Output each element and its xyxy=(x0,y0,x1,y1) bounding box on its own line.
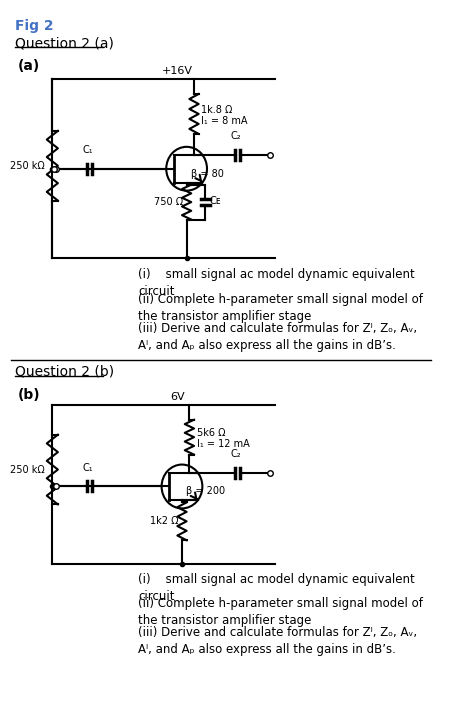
Text: Fig 2: Fig 2 xyxy=(15,19,54,33)
Text: (iii) Derive and calculate formulas for Zᴵ, Zₒ, Aᵥ,
Aᴵ, and Aₚ also express all : (iii) Derive and calculate formulas for … xyxy=(138,322,418,352)
Text: Cᴇ: Cᴇ xyxy=(210,196,221,206)
Text: I₁ = 8 mA: I₁ = 8 mA xyxy=(201,116,248,126)
Text: (i)    small signal ac model dynamic equivalent
circuit: (i) small signal ac model dynamic equiva… xyxy=(138,268,415,298)
Text: (b): (b) xyxy=(18,388,41,402)
Text: 250 kΩ: 250 kΩ xyxy=(10,161,45,171)
Text: 6V: 6V xyxy=(170,392,185,402)
Text: (ii) Complete h-parameter small signal model of
the transistor amplifier stage: (ii) Complete h-parameter small signal m… xyxy=(138,597,423,627)
Text: 1k2 Ω: 1k2 Ω xyxy=(150,516,178,526)
Text: I₁ = 12 mA: I₁ = 12 mA xyxy=(197,439,249,449)
Text: C₂: C₂ xyxy=(230,131,241,141)
Text: C₁: C₁ xyxy=(82,144,93,155)
Text: Question 2 (b): Question 2 (b) xyxy=(15,365,114,379)
Text: C₁: C₁ xyxy=(82,462,93,472)
Text: C₂: C₂ xyxy=(230,449,241,459)
Text: (ii) Complete h-parameter small signal model of
the transistor amplifier stage: (ii) Complete h-parameter small signal m… xyxy=(138,293,423,324)
Text: 750 Ω: 750 Ω xyxy=(154,197,183,207)
Text: β = 80: β = 80 xyxy=(191,169,224,178)
Text: (i)    small signal ac model dynamic equivalent
circuit: (i) small signal ac model dynamic equiva… xyxy=(138,573,415,603)
Text: Question 2 (a): Question 2 (a) xyxy=(15,36,114,50)
Text: β = 200: β = 200 xyxy=(186,486,225,496)
Text: 250 kΩ: 250 kΩ xyxy=(10,464,45,474)
Text: (iii) Derive and calculate formulas for Zᴵ, Zₒ, Aᵥ,
Aᴵ, and Aₚ also express all : (iii) Derive and calculate formulas for … xyxy=(138,626,418,656)
Text: (a): (a) xyxy=(18,59,40,73)
Text: +16V: +16V xyxy=(162,66,193,76)
Text: 5k6 Ω: 5k6 Ω xyxy=(197,428,225,438)
Text: 1k.8 Ω: 1k.8 Ω xyxy=(201,105,233,115)
